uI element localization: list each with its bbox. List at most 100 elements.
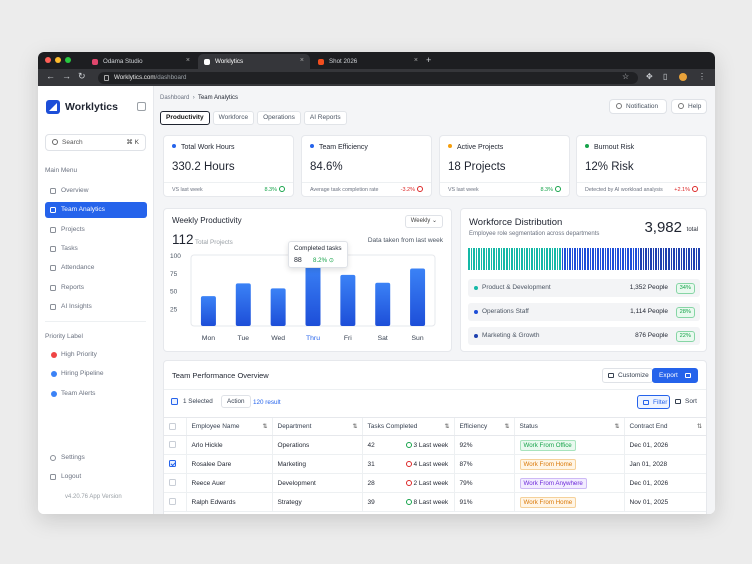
filter-button[interactable]: Filter [637,395,670,409]
close-tab-icon[interactable]: × [185,57,190,64]
sidebar-item-tasks[interactable]: Tasks [45,241,147,257]
employee-name: Ralph Edwards [185,492,272,512]
export-button[interactable]: Export [652,368,698,383]
action-button[interactable]: Action [221,395,251,408]
sidebar-item-attendance[interactable]: Attendance [45,260,147,276]
browser-tab-worklytics[interactable]: Worklytics × [198,54,310,69]
sidebar-item-settings[interactable]: Settings [45,450,147,466]
url-field[interactable]: Worklytics.com/dashboard [98,71,638,84]
sidebar-item-hiring-pipeline[interactable]: Hiring Pipeline [45,366,147,382]
table-row[interactable]: Ralph Edwards Strategy 39 8 Last week 91% Wor… [164,492,706,512]
selection-checkbox-icon [171,397,178,405]
row-checkbox[interactable] [169,441,176,449]
brand-logo[interactable]: Worklytics [46,100,118,114]
row-select-cell[interactable] [164,492,186,512]
sidebar-item-overview[interactable]: Overview [45,183,147,199]
sort-arrows-icon[interactable]: ⇅ [262,424,268,430]
sidebar-item-team-alerts[interactable]: Team Alerts [45,386,147,402]
distribution-stripe [597,248,599,270]
notification-button[interactable]: Notification [609,99,667,114]
browser-tab-shot[interactable]: Shot 2026 × [312,54,424,69]
column-header-status[interactable]: Status ⇅ [513,417,624,436]
sort-arrows-icon[interactable]: ⇅ [444,424,450,430]
browser-tab-odama[interactable]: Odama Studio × [86,54,196,69]
maximize-window-button[interactable] [65,57,71,63]
collapse-sidebar-icon[interactable] [137,102,146,111]
sort-button[interactable]: Sort [670,395,698,409]
column-header-tasks[interactable]: Tasks Completed ⇅ [361,417,454,436]
kpi-card-active-projects: Active Projects 18 Projects VS last week… [439,135,570,197]
distribution-stripe [652,248,655,270]
sidebar: Worklytics Search ⌘ K Main Menu Overview… [38,86,154,514]
help-button[interactable]: Help [671,99,707,114]
sidebar-item-label: Attendance [61,264,95,271]
close-tab-icon[interactable]: × [413,57,418,64]
column-header-department[interactable]: Department ⇅ [271,417,362,436]
kpi-change: 8.3% [540,186,561,193]
department-name: Product & Development [482,284,551,291]
kpi-value: 12% Risk [585,161,634,173]
close-tab-icon[interactable]: × [299,57,304,64]
table-row[interactable]: Rosalee Dare Marketing 31 4 Last week 87% Wor… [164,454,706,474]
new-tab-button[interactable]: + [426,55,432,65]
column-header-contract-end[interactable]: Contract End ⇅ [623,417,706,436]
column-header-employee[interactable]: Employee Name ⇅ [185,417,272,436]
sidebar-item-reports[interactable]: Reports [45,280,147,296]
table-row[interactable]: Reece Auer Development 28 2 Last week 79% Wor… [164,473,706,493]
forward-icon[interactable]: → [62,71,71,81]
tab-workforce[interactable]: Workforce [212,111,255,125]
kpi-value: 18 Projects [448,161,506,173]
distribution-stripe [483,248,485,270]
bar-sat [375,282,391,326]
period-select[interactable]: Weekly ⌄ [404,215,443,228]
distribution-stripe [569,248,571,270]
sidebar-item-high-priority[interactable]: High Priority [45,347,147,363]
browser-tabbar: Odama Studio × Worklytics × Shot 2026 × … [38,52,715,69]
browser-menu-icon[interactable]: ⋮ [698,72,706,81]
table-row[interactable]: Arlo Hickle Operations 42 3 Last week 92% Wor… [164,435,706,455]
sort-arrows-icon[interactable]: ⇅ [696,424,702,430]
row-select-cell[interactable] [164,454,186,474]
tab-productivity[interactable]: Productivity [160,111,210,125]
row-checkbox[interactable] [169,498,176,506]
sidebar-item-projects[interactable]: Projects [45,222,147,238]
row-checkbox[interactable] [169,479,176,487]
customize-button[interactable]: Customize [602,368,653,383]
tab-operations[interactable]: Operations [257,111,301,125]
x-tick-label: Sun [412,335,424,342]
distribution-stripe [576,248,579,270]
breadcrumb-root[interactable]: Dashboard [160,95,190,101]
efficiency-cell: 79% [453,473,514,493]
bar-sun [410,268,426,326]
sidebar-item-ai-insights[interactable]: AI Insights [45,299,147,315]
tab-ai-reports[interactable]: AI Reports [303,111,347,125]
row-select-cell[interactable] [164,473,186,493]
bookmark-star-icon[interactable]: ☆ [622,72,630,81]
distribution-stripe [490,248,493,270]
sidebar-item-logout[interactable]: Logout [45,469,147,485]
row-select-cell[interactable] [164,435,186,455]
kpi-label: Team Efficiency [310,144,368,151]
sidebar-item-team-analytics[interactable]: Team Analytics [45,202,147,218]
column-header-efficiency[interactable]: Efficiency ⇅ [453,417,514,436]
select-all-checkbox[interactable] [169,422,176,430]
minimize-window-button[interactable] [55,57,61,63]
search-input[interactable]: Search ⌘ K [45,134,146,151]
profile-avatar[interactable] [679,73,687,81]
selected-count[interactable]: 1 Selected [171,397,213,405]
select-all-cell[interactable] [164,417,186,436]
distribution-stripe [533,248,536,270]
reload-icon[interactable]: ↻ [78,71,86,81]
task-trend: 3 Last week [405,441,448,449]
checklist-icon [50,246,56,252]
distribution-stripe [500,248,503,270]
sort-arrows-icon[interactable]: ⇅ [504,424,510,430]
department-people: 1,352 People [629,284,668,291]
back-icon[interactable]: ← [46,71,55,81]
sort-arrows-icon[interactable]: ⇅ [614,424,620,430]
row-checkbox[interactable] [169,460,176,468]
sidepanel-icon[interactable]: ▯ [663,72,668,81]
extensions-icon[interactable]: ✥ [646,72,653,81]
sort-arrows-icon[interactable]: ⇅ [352,424,358,430]
close-window-button[interactable] [45,57,51,63]
